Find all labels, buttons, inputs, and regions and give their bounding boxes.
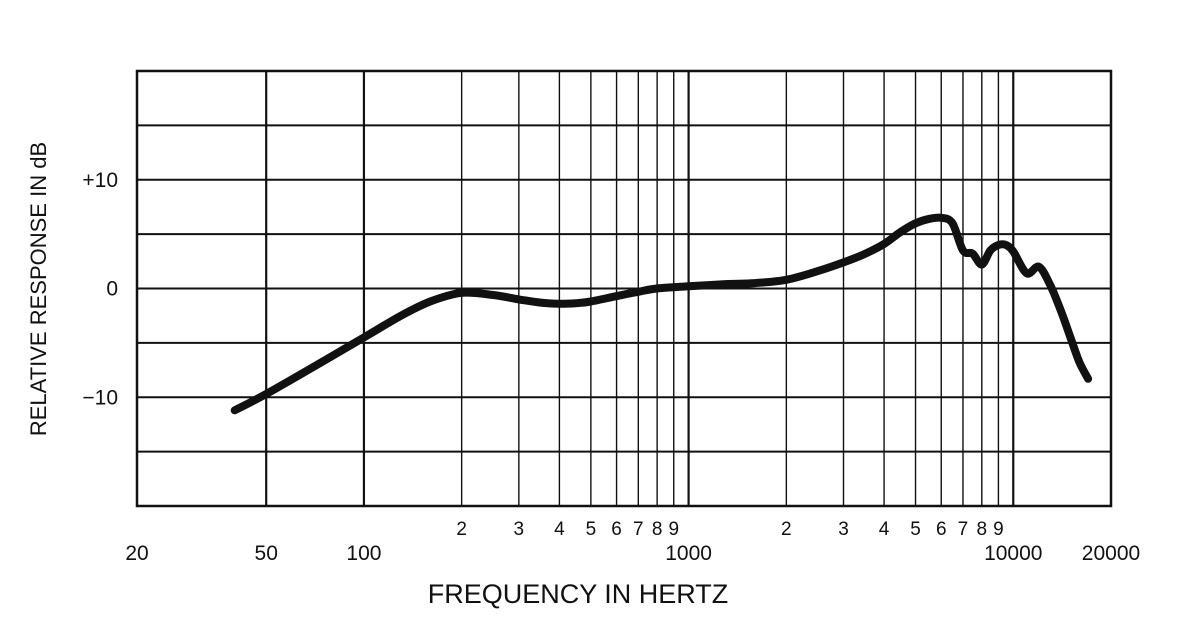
y-tick-label: 0 <box>106 278 118 301</box>
y-axis-title: RELATIVE RESPONSE IN dB <box>26 142 51 436</box>
x-tick-label: 5 <box>586 519 597 540</box>
x-tick-label: 7 <box>633 519 644 540</box>
x-tick-label: 4 <box>554 519 565 540</box>
x-tick-label: 9 <box>993 519 1004 540</box>
x-tick-label: 9 <box>668 519 679 540</box>
x-tick-label: 8 <box>977 519 988 540</box>
x-tick-label: 6 <box>611 519 622 540</box>
x-tick-label: 10000 <box>984 542 1042 565</box>
x-tick-label: 3 <box>838 519 849 540</box>
series-layer <box>230 213 1093 415</box>
y-tick-label: −10 <box>82 386 118 409</box>
x-tick-label: 3 <box>514 519 525 540</box>
x-tick-label: 20000 <box>1082 542 1140 565</box>
plot-frame <box>135 69 1113 508</box>
x-tick-label: 7 <box>958 519 969 540</box>
y-tick-label: +10 <box>82 169 118 192</box>
x-tick-label: 8 <box>652 519 663 540</box>
x-tick-label: 1000 <box>665 542 712 565</box>
y-tick-labels: +10 0 −10 <box>82 169 118 410</box>
x-axis-title: FREQUENCY IN HERTZ <box>428 579 729 609</box>
x-tick-label: 5 <box>910 519 921 540</box>
x-tick-label: 2 <box>781 519 792 540</box>
x-tick-label: 100 <box>346 542 381 565</box>
x-tick-label: 2 <box>456 519 467 540</box>
x-tick-label: 20 <box>125 542 148 565</box>
x-tick-label: 50 <box>255 542 278 565</box>
response-curve <box>230 213 1093 415</box>
x-tick-label: 6 <box>936 519 947 540</box>
grid <box>137 71 1111 506</box>
x-tick-label: 4 <box>879 519 890 540</box>
